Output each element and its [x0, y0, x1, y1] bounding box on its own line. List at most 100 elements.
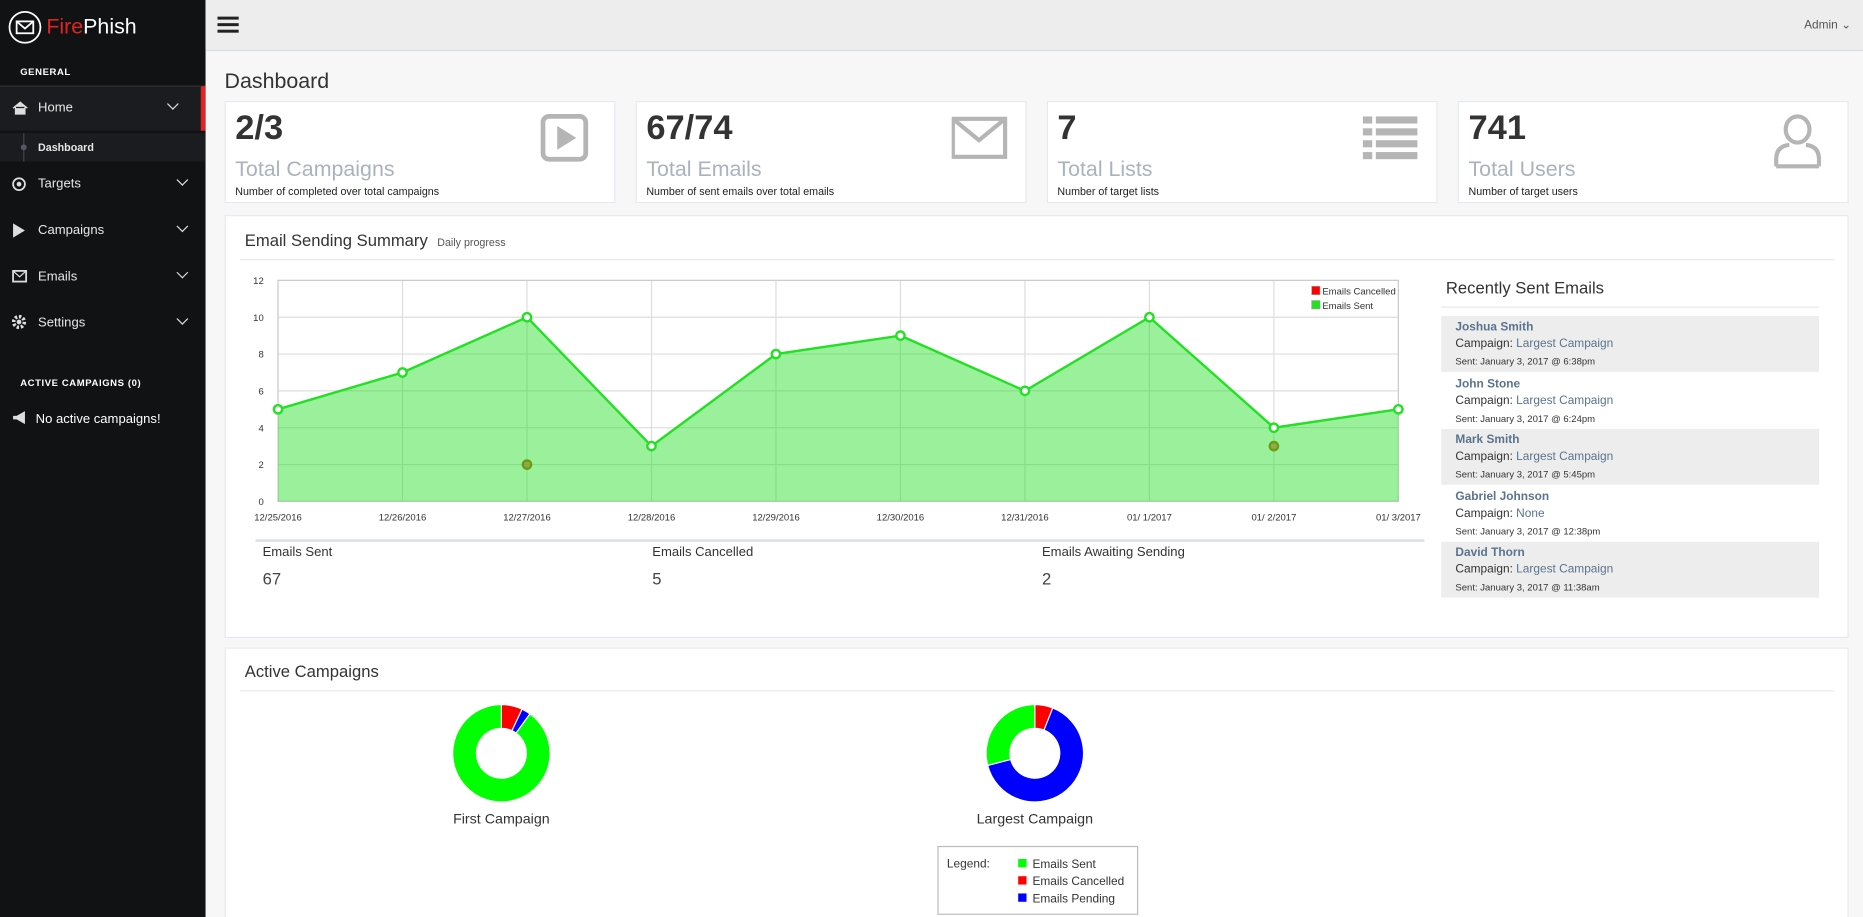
- point: [1019, 385, 1031, 397]
- y-tick-label: 4: [258, 423, 263, 434]
- legend-label: Emails Cancelled: [1032, 874, 1124, 888]
- x-tick-label: 12/27/2016: [503, 512, 551, 523]
- recent-name[interactable]: Mark Smith: [1455, 433, 1520, 447]
- recent-sent: Sent: January 3, 2017 @ 12:38pm: [1455, 525, 1601, 537]
- point: [895, 330, 906, 341]
- recent-campaign: Campaign: Largest Campaign: [1455, 563, 1613, 576]
- divider: [239, 259, 1835, 261]
- point: [1393, 403, 1404, 415]
- legend-swatch: [1018, 893, 1027, 902]
- x-tick-label: 01/ 3/2017: [1376, 512, 1421, 523]
- recent-item: Joshua Smith Campaign: Largest Campaign Se…: [1441, 316, 1819, 372]
- card-icon: [951, 116, 1008, 159]
- summary-label: Emails Sent: [262, 545, 333, 560]
- recent-name[interactable]: Gabriel Johnson: [1455, 490, 1550, 504]
- x-tick-label: 12/31/2016: [1001, 512, 1049, 523]
- brand[interactable]: FirePhish: [46, 14, 136, 39]
- divider: [1441, 306, 1819, 308]
- recent-campaign: Campaign: Largest Campaign: [1455, 394, 1613, 407]
- campaign-prefix: Campaign:: [1455, 563, 1513, 577]
- pie-slice: [452, 703, 551, 803]
- x-tick-label: 12/26/2016: [379, 512, 427, 523]
- pie-title: Largest Campaign: [977, 811, 1093, 827]
- campaign-prefix: Campaign:: [1455, 337, 1513, 351]
- legend-swatch: [1018, 858, 1027, 868]
- pie-slice: [985, 703, 1036, 767]
- nav-emails[interactable]: Emails: [0, 255, 206, 300]
- x-tick-label: 12/25/2016: [254, 512, 302, 523]
- recent-name[interactable]: John Stone: [1455, 377, 1521, 391]
- y-tick-label: 0: [258, 497, 263, 508]
- legend-label: Emails Sent: [1322, 301, 1373, 312]
- area: [278, 317, 1399, 502]
- recent-item: Mark Smith Campaign: Largest Campaign Sent…: [1441, 428, 1819, 485]
- panel-title: Active Campaigns: [244, 661, 379, 681]
- legend-label: Emails Pending: [1032, 891, 1115, 905]
- card-label: Total Lists: [1057, 156, 1153, 181]
- summary-value: 5: [652, 569, 662, 589]
- nav-label: Home: [38, 100, 73, 116]
- nav-settings[interactable]: Settings: [0, 302, 206, 347]
- campaign-name[interactable]: Largest Campaign: [1516, 450, 1614, 464]
- nav-label: Dashboard: [38, 141, 94, 154]
- y-tick-label: 6: [258, 386, 263, 397]
- campaign-prefix: Campaign:: [1455, 450, 1513, 464]
- card-value: 2/3: [235, 109, 284, 148]
- recent-item: John Stone Campaign: Largest Campaign Sent…: [1441, 372, 1819, 429]
- menu-toggle[interactable]: [217, 15, 239, 34]
- recent-sent: Sent: January 3, 2017 @ 5:45pm: [1455, 469, 1596, 480]
- stat-card: 2/3 Total Campaigns Number of completed ov…: [224, 100, 616, 204]
- card-value: 67/74: [646, 109, 733, 148]
- campaign-name[interactable]: Largest Campaign: [1516, 563, 1614, 577]
- x-tick-label: 12/28/2016: [628, 512, 676, 523]
- icon: [12, 177, 26, 191]
- legend-box: Legend:: [937, 845, 1139, 915]
- point: [521, 311, 533, 323]
- y-tick-label: 10: [253, 313, 264, 324]
- legend-title: Legend:: [946, 857, 990, 871]
- card-description: Number of target users: [1468, 185, 1578, 198]
- point: [521, 459, 533, 470]
- nav-label: Settings: [38, 316, 86, 331]
- nav-targets[interactable]: Targets: [0, 163, 206, 208]
- campaign-name[interactable]: None: [1516, 506, 1545, 520]
- stat-card: 741 Total Users Number of target users: [1457, 100, 1849, 204]
- divider: [239, 690, 1835, 692]
- point: [1144, 311, 1155, 323]
- stat-card: 7 Total Lists Number of target lists: [1046, 100, 1438, 204]
- legend-swatch: [1311, 286, 1321, 295]
- recent-campaign: Campaign: Largest Campaign: [1455, 450, 1613, 463]
- page-title: Dashboard: [224, 68, 330, 93]
- campaign-name[interactable]: Largest Campaign: [1516, 393, 1614, 407]
- recent-item: David Thorn Campaign: Largest Campaign Sen…: [1441, 541, 1819, 598]
- recent-sent: Sent: January 3, 2017 @ 11:38am: [1455, 582, 1600, 593]
- stat-card: 67/74 Total Emails Number of sent emails o…: [635, 100, 1027, 204]
- point: [1268, 440, 1280, 452]
- pie-title: First Campaign: [453, 811, 550, 827]
- logo-icon: [8, 10, 42, 44]
- recent-name[interactable]: Joshua Smith: [1455, 320, 1534, 334]
- nav-campaigns[interactable]: Campaigns: [0, 209, 206, 254]
- card-description: Number of sent emails over total emails: [646, 185, 835, 198]
- point: [272, 403, 284, 415]
- nav-label: Campaigns: [38, 223, 105, 238]
- panel-subtitle: Daily progress: [437, 236, 506, 249]
- recent-name[interactable]: David Thorn: [1455, 546, 1525, 560]
- brand-a: Fire: [46, 14, 84, 39]
- icon: [12, 101, 28, 115]
- icon: [11, 314, 27, 330]
- user-menu[interactable]: Admin ⌄: [1804, 19, 1852, 33]
- campaign-prefix: Campaign:: [1455, 506, 1513, 520]
- campaign-prefix: Campaign:: [1455, 393, 1513, 407]
- campaign-name[interactable]: Largest Campaign: [1516, 337, 1614, 351]
- nav-home[interactable]: Home: [0, 85, 206, 131]
- card-icon: [1774, 114, 1822, 169]
- recent-item: Gabriel Johnson Campaign: None Sent: Janua…: [1441, 485, 1819, 542]
- sidebar: FirePhish GENERAL Home Dashboard Targets…: [0, 0, 206, 917]
- recent-sent: Sent: January 3, 2017 @ 6:24pm: [1455, 412, 1596, 424]
- nav-dashboard[interactable]: Dashboard: [0, 133, 206, 162]
- card-icon: [1362, 116, 1418, 160]
- nav-label: Emails: [38, 269, 78, 284]
